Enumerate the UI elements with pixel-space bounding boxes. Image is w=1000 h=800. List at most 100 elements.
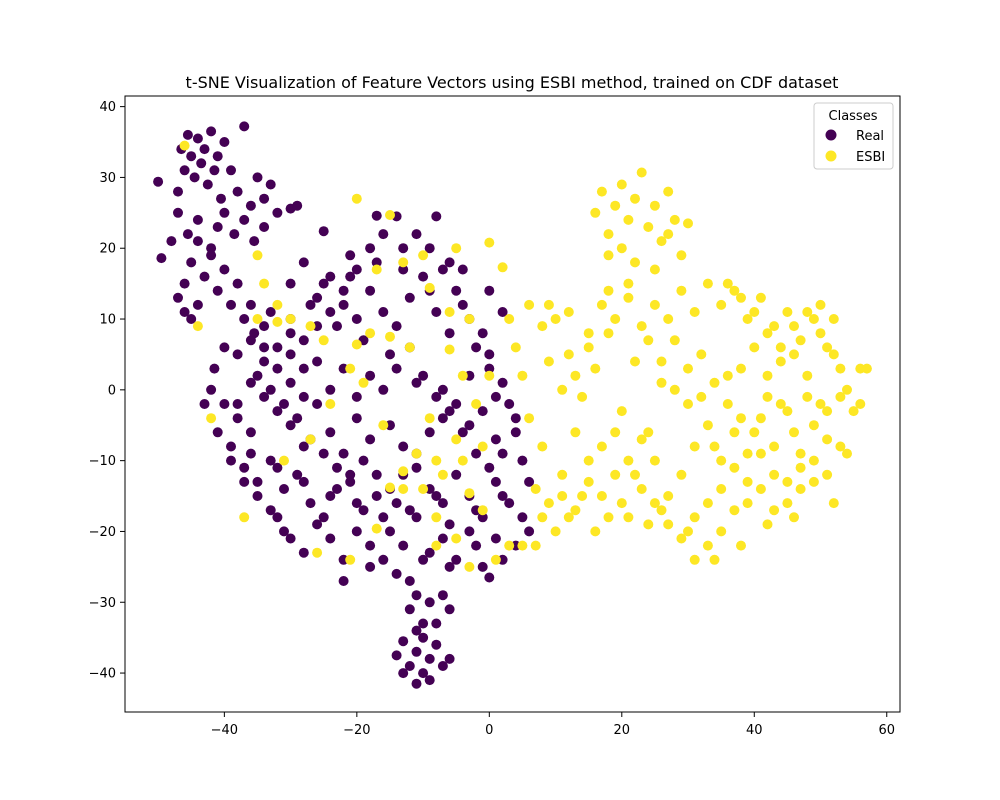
data-point — [272, 363, 283, 374]
data-point — [298, 476, 309, 487]
data-point — [557, 491, 568, 501]
data-point — [497, 307, 508, 317]
data-point — [524, 413, 535, 424]
data-point — [249, 236, 260, 247]
data-point — [616, 406, 627, 417]
data-point — [808, 314, 819, 324]
data-point — [610, 427, 621, 438]
series-esbi — [179, 140, 872, 572]
chart-title: t-SNE Visualization of Feature Vectors u… — [186, 73, 839, 92]
data-point — [775, 399, 786, 409]
data-point — [305, 498, 316, 509]
data-point — [338, 285, 349, 296]
data-point — [424, 675, 435, 686]
data-point — [484, 285, 495, 296]
data-point — [696, 391, 707, 402]
y-tick-label: −40 — [89, 667, 116, 682]
data-point — [424, 413, 435, 424]
data-point — [173, 292, 183, 303]
data-point — [729, 427, 740, 438]
data-point — [596, 441, 607, 452]
data-point — [391, 568, 402, 579]
data-point — [398, 668, 409, 679]
data-point — [285, 328, 296, 339]
data-point — [345, 554, 356, 565]
data-point — [749, 307, 760, 317]
data-point — [404, 292, 415, 303]
data-point — [199, 144, 210, 155]
data-point — [212, 151, 223, 162]
data-point — [736, 540, 746, 551]
data-point — [371, 491, 382, 501]
data-point — [570, 427, 581, 438]
data-point — [835, 441, 846, 452]
data-point — [623, 455, 634, 466]
data-point — [775, 356, 786, 367]
data-point — [583, 328, 594, 339]
data-point — [543, 299, 554, 310]
data-point — [755, 448, 766, 459]
data-point — [848, 406, 859, 417]
data-point — [332, 484, 342, 494]
data-point — [716, 526, 727, 537]
data-point — [842, 448, 852, 459]
data-point — [683, 218, 693, 229]
data-point — [252, 370, 263, 381]
data-point — [583, 476, 594, 487]
data-point — [530, 540, 541, 551]
data-point — [206, 250, 217, 261]
data-point — [504, 399, 515, 409]
data-point — [312, 356, 323, 367]
data-point — [391, 363, 402, 374]
data-point — [437, 469, 448, 480]
data-point — [206, 243, 217, 254]
data-point — [351, 193, 362, 204]
data-point — [182, 229, 193, 240]
data-point — [351, 264, 362, 275]
data-point — [490, 476, 501, 487]
data-point — [418, 632, 429, 643]
data-point — [285, 314, 296, 324]
x-axis: −40 −20 0 20 40 60 — [211, 712, 895, 738]
data-point — [292, 200, 303, 211]
data-point — [663, 186, 674, 197]
data-point — [762, 391, 773, 402]
data-point — [835, 391, 846, 402]
data-point — [477, 561, 488, 572]
data-point — [351, 526, 362, 537]
data-point — [610, 200, 621, 211]
y-axis: −40 −30 −20 −10 0 10 20 30 40 — [89, 100, 125, 682]
data-point — [312, 399, 323, 409]
data-point — [226, 455, 236, 466]
data-point — [351, 498, 362, 509]
data-point — [437, 264, 448, 275]
data-point — [404, 505, 415, 516]
data-point — [325, 384, 336, 395]
data-point — [563, 307, 574, 317]
data-point — [285, 377, 296, 388]
data-point — [219, 264, 230, 275]
data-point — [265, 455, 276, 466]
legend-marker-real — [825, 129, 837, 141]
data-point — [709, 377, 720, 388]
data-point — [365, 434, 376, 445]
data-point — [272, 316, 283, 327]
data-point — [285, 349, 296, 360]
data-point — [815, 399, 826, 409]
x-tick-label: 20 — [614, 723, 631, 738]
data-point — [477, 328, 488, 339]
data-point — [431, 455, 442, 466]
data-point — [437, 661, 448, 671]
data-point — [226, 165, 236, 176]
data-point — [537, 441, 548, 452]
data-point — [226, 299, 236, 310]
data-point — [404, 342, 415, 353]
data-point — [358, 455, 369, 466]
data-point — [457, 264, 468, 275]
data-point — [378, 420, 389, 431]
data-point — [649, 299, 660, 310]
data-point — [318, 226, 329, 237]
data-point — [623, 292, 634, 303]
data-point — [802, 307, 813, 317]
data-point — [822, 434, 833, 445]
